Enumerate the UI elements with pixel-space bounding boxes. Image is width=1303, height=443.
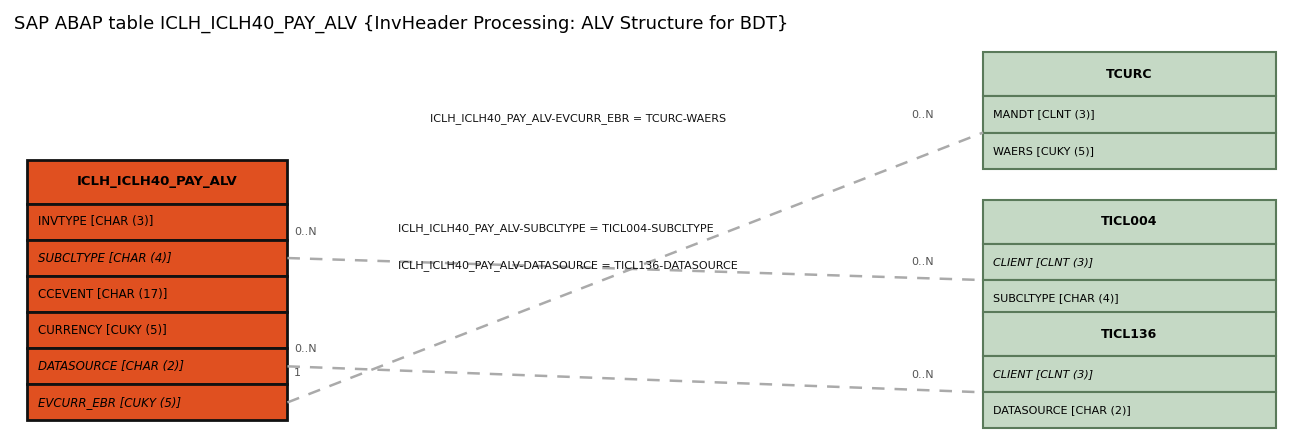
Text: SAP ABAP table ICLH_ICLH40_PAY_ALV {InvHeader Processing: ALV Structure for BDT}: SAP ABAP table ICLH_ICLH40_PAY_ALV {InvH… <box>14 15 788 33</box>
Text: 0..N: 0..N <box>294 227 317 237</box>
Text: ICLH_ICLH40_PAY_ALV-DATASOURCE = TICL136-DATASOURCE: ICLH_ICLH40_PAY_ALV-DATASOURCE = TICL136… <box>397 260 737 271</box>
FancyBboxPatch shape <box>27 348 288 385</box>
Text: WAERS [CUKY (5)]: WAERS [CUKY (5)] <box>993 146 1095 155</box>
Text: SUBCLTYPE [CHAR (4)]: SUBCLTYPE [CHAR (4)] <box>38 252 172 264</box>
FancyBboxPatch shape <box>982 392 1276 428</box>
FancyBboxPatch shape <box>27 385 288 420</box>
FancyBboxPatch shape <box>27 240 288 276</box>
FancyBboxPatch shape <box>982 312 1276 356</box>
Text: CLIENT [CLNT (3)]: CLIENT [CLNT (3)] <box>993 257 1093 267</box>
FancyBboxPatch shape <box>982 280 1276 316</box>
Text: 1: 1 <box>294 368 301 378</box>
FancyBboxPatch shape <box>982 244 1276 280</box>
FancyBboxPatch shape <box>982 356 1276 392</box>
FancyBboxPatch shape <box>982 97 1276 132</box>
Text: 0..N: 0..N <box>912 370 934 380</box>
Text: SUBCLTYPE [CHAR (4)]: SUBCLTYPE [CHAR (4)] <box>993 293 1119 303</box>
Text: 0..N: 0..N <box>294 344 317 354</box>
Text: TICL136: TICL136 <box>1101 328 1157 341</box>
FancyBboxPatch shape <box>982 200 1276 244</box>
FancyBboxPatch shape <box>982 52 1276 97</box>
FancyBboxPatch shape <box>982 132 1276 169</box>
FancyBboxPatch shape <box>27 276 288 312</box>
Text: TICL004: TICL004 <box>1101 215 1157 229</box>
Text: CURRENCY [CUKY (5)]: CURRENCY [CUKY (5)] <box>38 324 167 337</box>
Text: DATASOURCE [CHAR (2)]: DATASOURCE [CHAR (2)] <box>38 360 184 373</box>
Text: CLIENT [CLNT (3)]: CLIENT [CLNT (3)] <box>993 369 1093 379</box>
Text: TCURC: TCURC <box>1106 68 1153 81</box>
Text: 0..N: 0..N <box>912 110 934 120</box>
Text: MANDT [CLNT (3)]: MANDT [CLNT (3)] <box>993 109 1095 120</box>
FancyBboxPatch shape <box>27 312 288 348</box>
Text: ICLH_ICLH40_PAY_ALV-SUBCLTYPE = TICL004-SUBCLTYPE: ICLH_ICLH40_PAY_ALV-SUBCLTYPE = TICL004-… <box>397 223 714 233</box>
Text: CCEVENT [CHAR (17)]: CCEVENT [CHAR (17)] <box>38 288 167 301</box>
Text: ICLH_ICLH40_PAY_ALV: ICLH_ICLH40_PAY_ALV <box>77 175 237 188</box>
Text: DATASOURCE [CHAR (2)]: DATASOURCE [CHAR (2)] <box>993 405 1131 416</box>
Text: 0..N: 0..N <box>912 257 934 268</box>
Text: INVTYPE [CHAR (3)]: INVTYPE [CHAR (3)] <box>38 215 154 229</box>
FancyBboxPatch shape <box>27 160 288 204</box>
FancyBboxPatch shape <box>27 204 288 240</box>
Text: EVCURR_EBR [CUKY (5)]: EVCURR_EBR [CUKY (5)] <box>38 396 181 409</box>
Text: ICLH_ICLH40_PAY_ALV-EVCURR_EBR = TCURC-WAERS: ICLH_ICLH40_PAY_ALV-EVCURR_EBR = TCURC-W… <box>430 113 727 124</box>
